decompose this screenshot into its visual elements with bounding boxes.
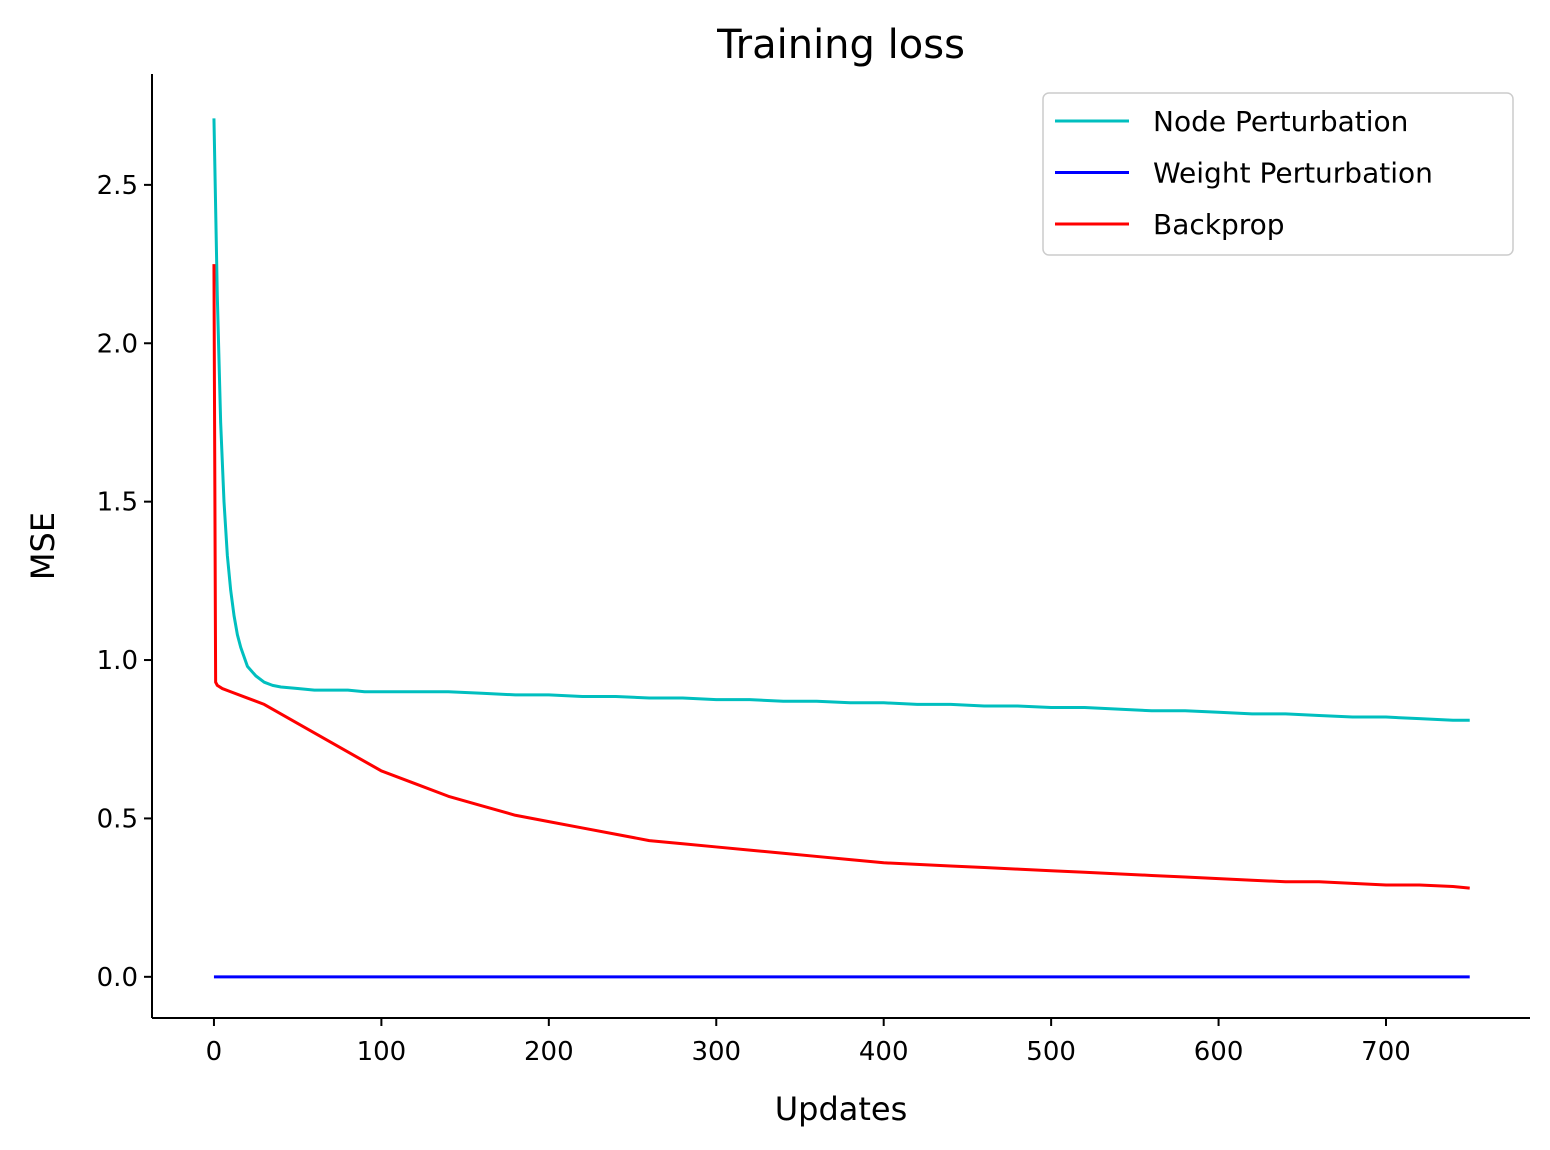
y-tick-label: 1.0: [97, 646, 138, 676]
x-tick-label: 300: [691, 1037, 741, 1067]
y-tick-label: 1.5: [97, 488, 138, 518]
legend-box: [1042, 92, 1514, 256]
y-axis-title: MSE: [24, 512, 62, 580]
legend-label-backprop: Backprop: [1153, 208, 1285, 241]
legend-label-weight-perturbation: Weight Perturbation: [1153, 157, 1433, 190]
x-ticks: 0 100 200 300 400 500 600 700: [206, 1018, 1411, 1067]
x-tick-label: 700: [1361, 1037, 1411, 1067]
y-tick-label: 0.0: [97, 963, 138, 993]
y-ticks: 0.0 0.5 1.0 1.5 2.0 2.5: [97, 171, 152, 993]
x-tick-label: 100: [357, 1037, 407, 1067]
legend: Node Perturbation Weight Perturbation Back…: [1042, 92, 1514, 256]
x-tick-label: 0: [206, 1037, 223, 1067]
x-tick-label: 400: [859, 1037, 909, 1067]
legend-label-node-perturbation: Node Perturbation: [1153, 105, 1408, 138]
y-tick-label: 0.5: [97, 804, 138, 834]
plot-lines: [212, 118, 1470, 979]
x-tick-label: 200: [524, 1037, 574, 1067]
x-axis-title: Updates: [775, 1090, 908, 1128]
chart-title: Training loss: [716, 22, 965, 68]
node-perturbation-line: [212, 118, 1470, 722]
x-tick-label: 600: [1194, 1037, 1244, 1067]
x-tick-label: 500: [1026, 1037, 1076, 1067]
y-tick-label: 2.5: [97, 171, 138, 201]
y-tick-label: 2.0: [97, 329, 138, 359]
backprop-line: [212, 264, 1470, 890]
